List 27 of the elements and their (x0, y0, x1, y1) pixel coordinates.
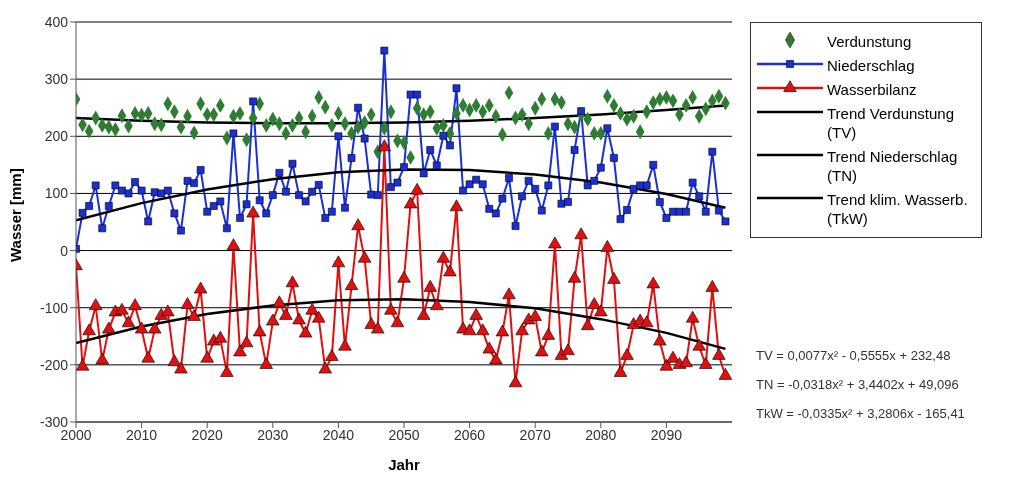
legend-label: Trend klim. Wasserb. (TkW) (827, 190, 969, 228)
y-tick-label: -100 (39, 299, 69, 316)
y-tick-label: 300 (44, 71, 69, 88)
x-tick-label: 2010 (126, 426, 158, 443)
x-axis-title: Jahr (388, 456, 420, 473)
x-tick-label: 2070 (519, 426, 551, 443)
text: TV = 0,0077x² - 0,5555x + 232,48 (756, 348, 952, 363)
x-tick-label: 2080 (585, 426, 617, 443)
legend-label: Wasserbilanz (827, 80, 917, 99)
text: TkW = -0,0335x² + 3,2806x - 165,41 (756, 406, 966, 421)
x-tick-label: 2090 (650, 426, 683, 443)
y-axis-title: Wasser [mm] (7, 168, 25, 262)
y-tick-label: 100 (44, 185, 69, 202)
y-tick-label: 0 (60, 242, 69, 259)
x-tick-label: 2040 (322, 426, 355, 443)
legend-label: Trend Niederschlag (TN) (827, 147, 959, 185)
x-tick-label: 2020 (191, 426, 223, 443)
x-tick-label: 2030 (257, 426, 289, 443)
x-tick-label: 2050 (388, 426, 420, 443)
y-tick-label: -200 (39, 356, 69, 373)
text: TN = -0,0318x² + 3,4402x + 49,096 (756, 377, 960, 392)
y-tick-label: 400 (44, 13, 69, 30)
legend-label: Niederschlag (827, 56, 915, 75)
legend-label: Verdunstung (827, 32, 912, 51)
x-tick-label: 2060 (454, 426, 486, 443)
y-tick-label: 200 (44, 128, 69, 145)
legend-label: Trend Verdunstung (TV) (827, 104, 956, 142)
